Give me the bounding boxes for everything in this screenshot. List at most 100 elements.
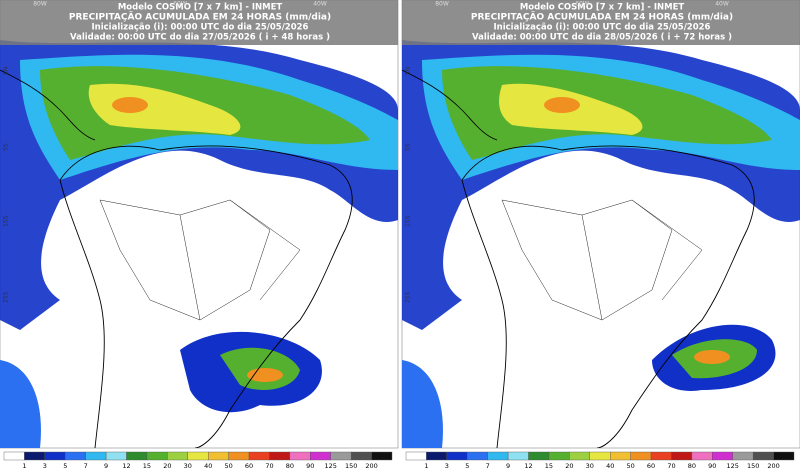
colorbar-label: 50 <box>224 462 232 470</box>
map-content <box>0 40 398 448</box>
precip-heavy <box>88 83 241 135</box>
colorbar-swatch <box>467 451 488 461</box>
colorbar-label: 125 <box>325 462 337 470</box>
colorbar-label: 9 <box>506 462 510 470</box>
colorbar-swatch <box>589 451 611 461</box>
colorbar-swatch <box>85 451 107 461</box>
precip-south-core <box>694 350 730 364</box>
colorbar-label: 20 <box>163 462 171 470</box>
latitude-label: 15S <box>405 215 412 227</box>
colorbar-label: 30 <box>586 462 594 470</box>
precip-southwest <box>402 360 443 448</box>
colorbar-swatch <box>126 451 148 461</box>
colorbar-label: 90 <box>708 462 716 470</box>
colorbar-swatch <box>289 451 311 461</box>
colorbar-label: 7 <box>84 462 88 470</box>
central-america <box>0 69 96 141</box>
colorbar-label: 80 <box>286 462 294 470</box>
longitude-label: 60W <box>173 1 187 8</box>
colorbar-swatch <box>446 451 468 461</box>
latitude-label: 25S <box>3 291 10 303</box>
colorbar-swatch <box>548 451 570 461</box>
longitude-label: 40W <box>313 1 327 8</box>
colorbar-swatch <box>248 451 270 461</box>
colorbar-label: 15 <box>545 462 553 470</box>
header-background <box>402 0 800 45</box>
colorbar-swatch <box>105 451 127 461</box>
colorbar-label: 125 <box>727 462 739 470</box>
map-panel: Modelo COSMO [7 x 7 km] - INMETPRECIPITA… <box>401 0 800 470</box>
header-line: PRECIPITAÇÃO ACUMULADA EM 24 HORAS (mm/d… <box>69 12 331 23</box>
longitude-label: 60W <box>575 1 589 8</box>
colorbar-label: 3 <box>43 462 47 470</box>
colorbar-label: 150 <box>345 462 357 470</box>
longitude-label: 80W <box>435 1 449 8</box>
longitude-label: 40W <box>715 1 729 8</box>
precip-core <box>112 97 148 113</box>
colorbar-swatch <box>732 451 754 461</box>
coastline <box>461 145 755 448</box>
colorbar-swatch <box>712 451 733 461</box>
colorbar-label: 70 <box>667 462 675 470</box>
colorbar-label: 12 <box>122 462 130 470</box>
colorbar-label: 20 <box>565 462 573 470</box>
colorbar-swatch <box>44 451 66 461</box>
colorbar-label: 1 <box>424 462 428 470</box>
header-line: PRECIPITAÇÃO ACUMULADA EM 24 HORAS (mm/d… <box>471 12 733 23</box>
borders <box>501 199 703 321</box>
colorbar-swatch <box>405 451 427 461</box>
colorbar-swatch <box>330 451 352 461</box>
header-background <box>0 0 398 45</box>
precip-south-core <box>247 368 283 382</box>
borders <box>99 199 301 321</box>
colorbar-swatch <box>752 451 774 461</box>
colorbar-swatch <box>569 451 590 461</box>
precip-core <box>544 97 580 113</box>
colorbar-label: 50 <box>626 462 634 470</box>
colorbar-label: 9 <box>104 462 108 470</box>
latitude-label: 25S <box>405 291 412 303</box>
header-line: Modelo COSMO [7 x 7 km] - INMET <box>118 3 283 13</box>
colorbar-swatch <box>650 451 672 461</box>
colorbar-label: 1 <box>22 462 26 470</box>
colorbar-label: 90 <box>306 462 314 470</box>
colorbar-label: 40 <box>204 462 212 470</box>
colorbar-swatch <box>773 451 795 461</box>
colorbar-swatch <box>3 451 25 461</box>
precip-southwest <box>0 360 41 448</box>
latitude-label: 5S <box>3 143 10 151</box>
central-america <box>402 69 498 141</box>
colorbar-label: 80 <box>688 462 696 470</box>
colorbar-swatch <box>228 451 250 461</box>
header-line: Validade: 00:00 UTC do dia 28/05/2026 ( … <box>472 33 732 43</box>
colorbar-label: 30 <box>184 462 192 470</box>
latitude-label: 15S <box>3 215 10 227</box>
colorbar-swatch <box>371 451 393 461</box>
header-line: Modelo COSMO [7 x 7 km] - INMET <box>520 3 685 13</box>
latitude-label: 5N <box>3 67 10 75</box>
colorbar-swatch <box>146 451 168 461</box>
colorbar-label: 200 <box>767 462 779 470</box>
latitude-label: 5S <box>405 143 412 151</box>
colorbar-swatch <box>310 451 331 461</box>
colorbar-swatch <box>269 451 291 461</box>
colorbar-swatch <box>350 451 372 461</box>
colorbar-label: 5 <box>63 462 67 470</box>
longitude-label: 80W <box>33 1 47 8</box>
colorbar-label: 3 <box>445 462 449 470</box>
colorbar-label: 60 <box>245 462 253 470</box>
header-line: Inicialização (i): 00:00 UTC do dia 25/0… <box>92 23 309 33</box>
colorbar-swatch <box>187 451 209 461</box>
colorbar-swatch <box>507 451 529 461</box>
colorbar-label: 12 <box>524 462 532 470</box>
colorbar-swatch <box>24 451 46 461</box>
colorbar-label: 7 <box>486 462 490 470</box>
colorbar-label: 200 <box>365 462 377 470</box>
colorbar-swatch <box>630 451 652 461</box>
colorbar-swatch <box>167 451 188 461</box>
colorbar-label: 5 <box>465 462 469 470</box>
colorbar-label: 15 <box>143 462 151 470</box>
colorbar-swatch <box>426 451 448 461</box>
